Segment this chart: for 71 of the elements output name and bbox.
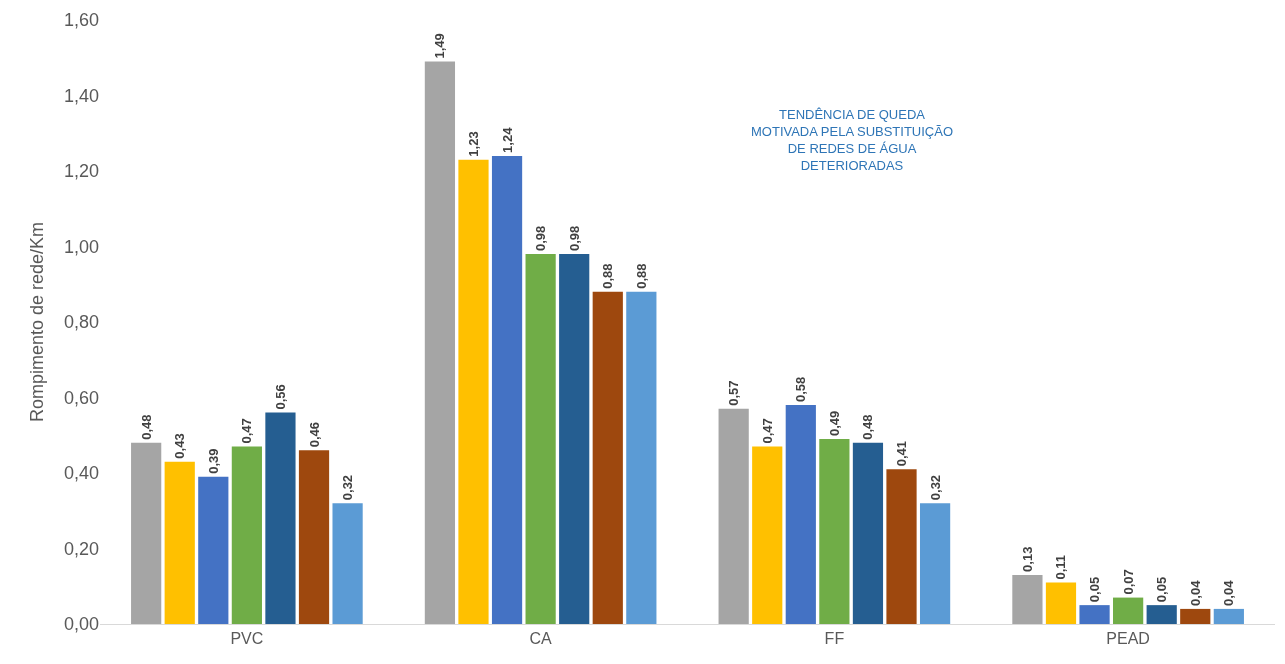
data-label: 0,56	[272, 384, 288, 410]
bar	[1079, 605, 1110, 624]
data-label: 0,98	[566, 225, 582, 252]
data-label: 1,24	[499, 126, 515, 153]
x-tick-label: FF	[824, 630, 845, 648]
data-label: 0,47	[239, 418, 255, 444]
data-label: 0,41	[894, 440, 910, 467]
data-label: 0,13	[1019, 546, 1035, 572]
bar	[491, 155, 523, 624]
data-label: 0,32	[340, 474, 356, 501]
y-tick-label: 1,00	[63, 236, 99, 257]
data-label: 0,32	[927, 474, 943, 501]
bar	[231, 446, 262, 624]
bar	[164, 461, 195, 624]
data-label: 0,39	[205, 448, 221, 474]
bar	[886, 469, 917, 624]
data-label: 0,46	[306, 422, 322, 448]
bar	[1012, 574, 1043, 624]
data-label: 1,23	[465, 131, 481, 157]
bar	[1180, 608, 1211, 624]
bar	[1213, 608, 1244, 624]
bar	[1146, 605, 1177, 624]
x-tick-label: PEAD	[1106, 630, 1150, 648]
bar	[626, 291, 657, 624]
data-label: 0,11	[1053, 554, 1069, 580]
bar	[592, 291, 623, 624]
y-tick-label: 1,20	[63, 161, 99, 182]
data-label: 0,48	[138, 414, 154, 440]
y-tick-label: 0,80	[63, 312, 99, 333]
bar	[424, 61, 456, 624]
data-label: 0,88	[633, 263, 649, 289]
bar	[852, 442, 884, 624]
bar	[1045, 582, 1077, 624]
data-label: 0,04	[1221, 579, 1237, 606]
bar	[131, 442, 162, 624]
bar	[198, 476, 229, 624]
y-tick-label: 0,00	[63, 614, 99, 635]
bar	[1113, 597, 1144, 624]
bar	[919, 503, 951, 624]
y-axis-title: Rompimento de rede/Km	[27, 221, 48, 423]
y-tick-label: 1,40	[63, 85, 99, 106]
y-tick-label: 0,60	[63, 387, 99, 408]
bar	[819, 439, 850, 624]
data-label: 0,48	[860, 414, 876, 440]
data-label: 0,05	[1087, 576, 1103, 603]
bar	[525, 254, 556, 624]
bar	[718, 408, 749, 624]
data-label: 0,05	[1154, 576, 1170, 603]
data-label: 0,04	[1187, 579, 1203, 606]
data-label: 0,57	[726, 380, 742, 406]
bar	[265, 412, 296, 624]
data-label: 0,58	[793, 376, 809, 403]
bar	[458, 159, 489, 624]
bar	[298, 450, 330, 624]
annotation: TENDÊNCIA DE QUEDA MOTIVADA PELA SUBSTITUIÇÃO DE REDES DE ÁGUA DETERIORADAS	[751, 107, 954, 173]
bar	[752, 446, 783, 624]
data-label: 0,07	[1120, 569, 1136, 595]
data-label: 0,47	[759, 418, 775, 444]
y-tick-label: 0,40	[63, 463, 99, 484]
y-tick-label: 0,20	[63, 538, 99, 559]
bar	[559, 254, 590, 624]
data-label: 0,88	[600, 263, 616, 289]
x-tick-label: CA	[529, 630, 553, 648]
bar	[785, 405, 816, 624]
data-label: 0,98	[533, 225, 549, 252]
data-label: 0,43	[172, 433, 188, 459]
y-tick-label: 1,60	[63, 10, 99, 31]
x-tick-label: PVC	[230, 630, 264, 648]
bar	[332, 503, 363, 624]
data-label: 0,49	[826, 410, 842, 437]
data-label: 1,49	[432, 33, 448, 59]
